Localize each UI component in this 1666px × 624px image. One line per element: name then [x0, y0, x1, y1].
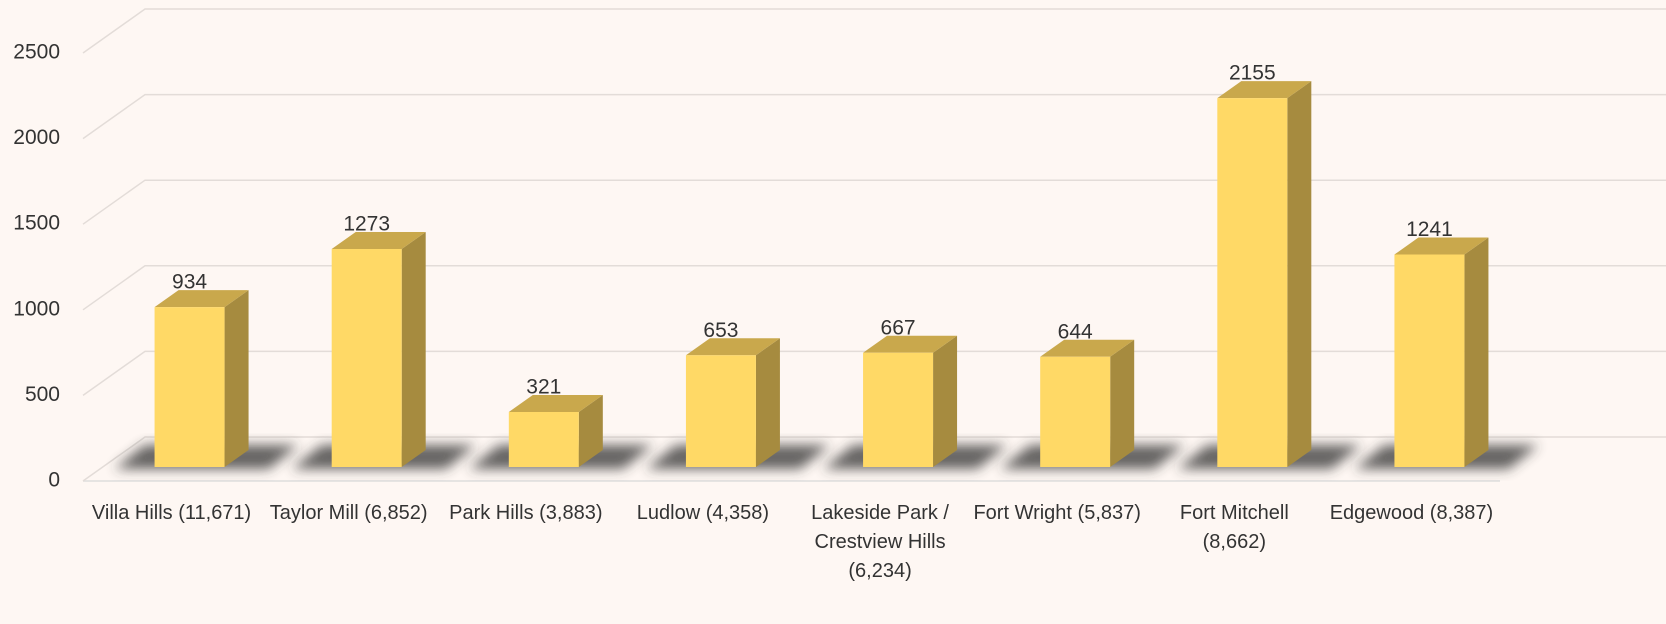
y-tick-label: 2000 [13, 126, 60, 149]
y-tick-label: 500 [25, 383, 60, 406]
bar-side [1464, 237, 1489, 467]
bar-side [1110, 339, 1135, 467]
bar-front [685, 355, 756, 467]
bar-side [933, 335, 958, 467]
bar-front [331, 249, 402, 467]
bar [1394, 237, 1489, 467]
bar-front [863, 352, 934, 467]
bar-top [331, 232, 426, 250]
bar-top [508, 395, 603, 413]
y-tick-label: 0 [48, 469, 60, 492]
bar-top [685, 338, 780, 356]
bar-front [1040, 356, 1111, 467]
bar-top [1217, 81, 1312, 99]
bar-front [1394, 254, 1465, 467]
bar-top [1394, 237, 1489, 255]
x-tick-label: Fort Mitchell (8,662) [1179, 502, 1289, 553]
x-tick-label: Edgewood (8,387) [1329, 502, 1494, 524]
bar-front [1217, 98, 1288, 468]
bar-side [578, 395, 603, 467]
value-label: 2155 [1229, 62, 1276, 85]
bar [331, 232, 426, 467]
value-label: 644 [1058, 320, 1093, 343]
bar [863, 335, 958, 467]
value-label: 667 [881, 316, 916, 339]
value-label: 1241 [1406, 218, 1453, 241]
value-label: 934 [172, 271, 207, 294]
bar-front [508, 412, 579, 467]
bar [1217, 81, 1312, 468]
grid-line [82, 265, 1666, 311]
bar-side [755, 338, 780, 467]
value-label: 653 [703, 319, 738, 342]
bar-top [1040, 339, 1135, 357]
bar-side [401, 232, 426, 467]
bar [1040, 339, 1135, 467]
grid-line [82, 436, 1666, 482]
value-label: 1273 [343, 213, 390, 236]
bar-top [863, 335, 958, 353]
y-tick-label: 2500 [13, 41, 60, 64]
grid-line [82, 350, 1666, 397]
value-label: 321 [526, 376, 561, 399]
x-tick-label: Ludlow (4,358) [636, 502, 770, 524]
bar-front [154, 307, 225, 467]
bar [154, 290, 249, 467]
x-tick-label: Villa Hills (11,671) [91, 502, 252, 524]
bar-top [154, 290, 249, 308]
x-tick-label: Taylor Mill (6,852) [269, 502, 428, 524]
bar [685, 338, 780, 467]
x-tick-label: Lakeside Park / Crestview Hills (6,234) [811, 502, 949, 582]
grid-line [82, 8, 1666, 54]
y-tick-label: 1500 [13, 212, 60, 235]
grid-line [82, 93, 1666, 140]
x-tick-label: Park Hills (3,883) [449, 502, 603, 524]
x-tick-label: Fort Wright (5,837) [973, 502, 1141, 524]
grid-line [82, 179, 1666, 225]
bar-side [224, 290, 249, 467]
bar-side [1287, 81, 1312, 468]
bar [508, 395, 603, 467]
y-tick-label: 1000 [13, 297, 60, 320]
